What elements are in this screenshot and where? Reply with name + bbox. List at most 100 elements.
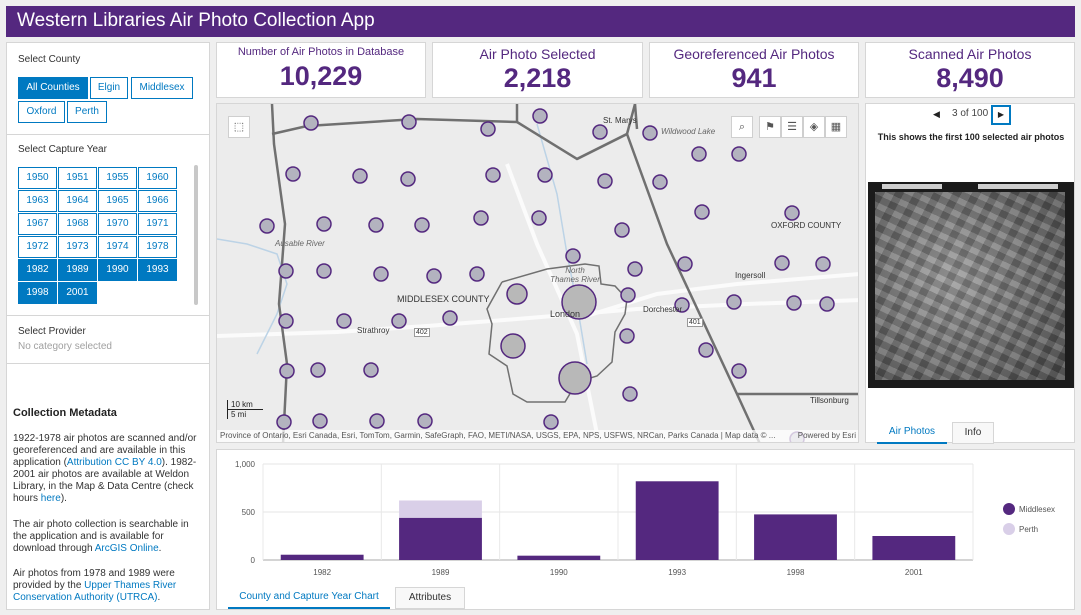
air-photo-marker[interactable] — [820, 297, 834, 311]
air-photo-marker[interactable] — [369, 218, 383, 232]
air-photo-marker[interactable] — [443, 311, 457, 325]
air-photo-marker[interactable] — [727, 295, 741, 309]
air-photo-marker[interactable] — [427, 269, 441, 283]
air-photo-cluster-marker[interactable] — [507, 284, 527, 304]
prev-page-icon[interactable]: ◀ — [933, 109, 940, 120]
air-photo-marker[interactable] — [392, 314, 406, 328]
year-option[interactable]: 1950 — [18, 167, 57, 189]
air-photo-marker[interactable] — [732, 147, 746, 161]
next-page-icon[interactable]: ▶ — [991, 105, 1011, 125]
bar-middlesex[interactable] — [517, 556, 600, 560]
year-option[interactable]: 1967 — [18, 213, 57, 235]
air-photo-marker[interactable] — [615, 223, 629, 237]
year-option[interactable]: 1964 — [58, 190, 97, 212]
air-photo-marker[interactable] — [474, 211, 488, 225]
year-option[interactable]: 1993 — [138, 259, 177, 281]
tab-attributes[interactable]: Attributes — [395, 587, 465, 609]
air-photo-marker[interactable] — [785, 206, 799, 220]
air-photo-marker[interactable] — [643, 126, 657, 140]
arcgis-online-link[interactable]: ArcGIS Online — [95, 543, 159, 554]
year-option[interactable]: 1955 — [98, 167, 137, 189]
bar-middlesex[interactable] — [636, 481, 719, 560]
air-photo-marker[interactable] — [620, 329, 634, 343]
year-option[interactable]: 1998 — [18, 282, 57, 304]
select-tool-icon[interactable]: ⬚ — [228, 116, 250, 138]
county-option[interactable]: Middlesex — [131, 77, 193, 99]
year-option[interactable]: 1972 — [18, 236, 57, 258]
air-photo-marker[interactable] — [623, 387, 637, 401]
basemap-gallery-icon[interactable]: ▦ — [825, 116, 847, 138]
map-view[interactable]: MIDDLESEX COUNTY OXFORD COUNTY London St… — [216, 103, 859, 443]
county-option[interactable]: Perth — [67, 101, 107, 123]
year-option[interactable]: 1968 — [58, 213, 97, 235]
year-option[interactable]: 1978 — [138, 236, 177, 258]
layers-icon[interactable]: ◈ — [803, 116, 825, 138]
air-photo-cluster-marker[interactable] — [559, 362, 591, 394]
county-option[interactable]: All Counties — [18, 77, 88, 99]
air-photo-image[interactable] — [868, 182, 1074, 388]
air-photo-marker[interactable] — [279, 264, 293, 278]
air-photo-marker[interactable] — [532, 211, 546, 225]
year-option[interactable]: 1974 — [98, 236, 137, 258]
air-photo-marker[interactable] — [533, 109, 547, 123]
year-option[interactable]: 1965 — [98, 190, 137, 212]
air-photo-marker[interactable] — [544, 415, 558, 429]
license-link[interactable]: Attribution CC BY 4.0 — [67, 457, 162, 468]
provider-select[interactable]: No category selected — [18, 341, 112, 352]
year-option[interactable]: 1966 — [138, 190, 177, 212]
air-photo-marker[interactable] — [787, 296, 801, 310]
air-photo-cluster-marker[interactable] — [501, 334, 525, 358]
tab-air-photos[interactable]: Air Photos — [877, 422, 947, 444]
air-photo-marker[interactable] — [486, 168, 500, 182]
air-photo-marker[interactable] — [370, 414, 384, 428]
air-photo-marker[interactable] — [415, 218, 429, 232]
air-photo-marker[interactable] — [695, 205, 709, 219]
air-photo-marker[interactable] — [260, 219, 274, 233]
air-photo-marker[interactable] — [337, 314, 351, 328]
air-photo-marker[interactable] — [364, 363, 378, 377]
air-photo-marker[interactable] — [317, 217, 331, 231]
air-photo-marker[interactable] — [775, 256, 789, 270]
year-option[interactable]: 1990 — [98, 259, 137, 281]
air-photo-marker[interactable] — [481, 122, 495, 136]
air-photo-marker[interactable] — [678, 257, 692, 271]
air-photo-marker[interactable] — [311, 363, 325, 377]
hours-link[interactable]: here — [41, 493, 61, 504]
year-option[interactable]: 1963 — [18, 190, 57, 212]
year-option[interactable]: 2001 — [58, 282, 97, 304]
air-photo-marker[interactable] — [732, 364, 746, 378]
air-photo-marker[interactable] — [418, 414, 432, 428]
year-option[interactable]: 1989 — [58, 259, 97, 281]
legend-list-icon[interactable]: ☰ — [781, 116, 803, 138]
powered-by-esri[interactable]: Powered by Esri — [798, 430, 856, 442]
air-photo-marker[interactable] — [280, 364, 294, 378]
bar-middlesex[interactable] — [754, 514, 837, 560]
air-photo-marker[interactable] — [313, 414, 327, 428]
air-photo-marker[interactable] — [317, 264, 331, 278]
air-photo-marker[interactable] — [470, 267, 484, 281]
air-photo-marker[interactable] — [304, 116, 318, 130]
air-photo-marker[interactable] — [402, 115, 416, 129]
year-option[interactable]: 1960 — [138, 167, 177, 189]
air-photo-marker[interactable] — [353, 169, 367, 183]
air-photo-marker[interactable] — [374, 267, 388, 281]
air-photo-marker[interactable] — [538, 168, 552, 182]
year-scrollbar[interactable] — [194, 165, 198, 305]
tab-info[interactable]: Info — [952, 422, 994, 444]
year-option[interactable]: 1951 — [58, 167, 97, 189]
air-photo-marker[interactable] — [628, 262, 642, 276]
county-option[interactable]: Oxford — [18, 101, 65, 123]
bookmark-icon[interactable]: ⚑ — [759, 116, 781, 138]
air-photo-marker[interactable] — [566, 249, 580, 263]
year-option[interactable]: 1970 — [98, 213, 137, 235]
air-photo-marker[interactable] — [279, 314, 293, 328]
air-photo-marker[interactable] — [699, 343, 713, 357]
tab-county-year-chart[interactable]: County and Capture Year Chart — [228, 587, 390, 609]
air-photo-marker[interactable] — [692, 147, 706, 161]
bar-middlesex[interactable] — [872, 536, 955, 560]
air-photo-marker[interactable] — [653, 175, 667, 189]
year-option[interactable]: 1973 — [58, 236, 97, 258]
bar-middlesex[interactable] — [281, 555, 364, 560]
search-icon[interactable]: ⌕ — [731, 116, 753, 138]
year-option[interactable]: 1971 — [138, 213, 177, 235]
